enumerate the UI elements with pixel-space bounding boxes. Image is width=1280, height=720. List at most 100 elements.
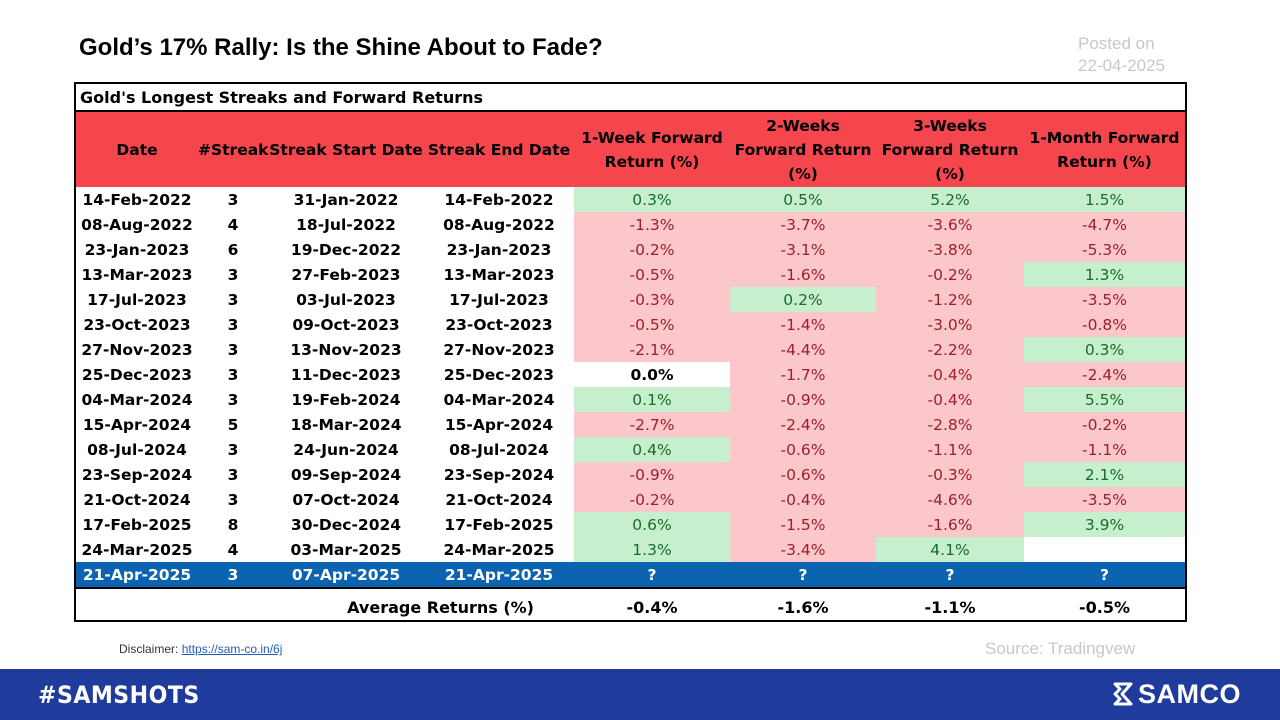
column-header: 3-Weeks Forward Return (%) bbox=[876, 111, 1024, 187]
table-cell: 31-Jan-2022 bbox=[293, 190, 399, 209]
column-header: #Streak bbox=[198, 111, 268, 187]
table-cell: -4.4% bbox=[730, 337, 876, 362]
table-cell: -1.4% bbox=[730, 312, 876, 337]
table-cell: 3.9% bbox=[1024, 512, 1186, 537]
page-title: Gold’s 17% Rally: Is the Shine About to … bbox=[79, 34, 603, 61]
table-cell: 08-Aug-2022 bbox=[443, 215, 555, 234]
table-cell: -2.4% bbox=[730, 412, 876, 437]
average-label: Average Returns (%) bbox=[76, 587, 574, 625]
column-header: 2-Weeks Forward Return (%) bbox=[730, 111, 876, 187]
table-row: 14-Feb-2022 3 31-Jan-2022 14-Feb-2022 0.3% 0.… bbox=[76, 187, 1186, 212]
table-row: 17-Jul-2023 3 03-Jul-2023 17-Jul-2023 -0.3% 0… bbox=[76, 287, 1186, 312]
table-cell: 0.0% bbox=[574, 362, 730, 387]
table-cell: 2.1% bbox=[1024, 462, 1186, 487]
table-cell: 24-Jun-2024 bbox=[293, 440, 399, 459]
hashtag: #SAMSHOTS bbox=[38, 681, 200, 709]
average-value: -1.6% bbox=[730, 587, 876, 625]
table-cell: 3 bbox=[227, 365, 239, 384]
column-header: Streak End Date bbox=[424, 111, 574, 187]
table-cell: 13-Nov-2023 bbox=[290, 340, 402, 359]
table-cell: 3 bbox=[198, 562, 268, 588]
table-cell: -1.7% bbox=[730, 362, 876, 387]
disclaimer-link[interactable]: https://sam-co.in/6j bbox=[181, 642, 283, 656]
table-cell: 07-Apr-2025 bbox=[268, 562, 424, 588]
table-cell: 08-Jul-2024 bbox=[449, 440, 549, 459]
column-header: Date bbox=[76, 111, 198, 187]
table-cell: -2.1% bbox=[574, 337, 730, 362]
table-cell: 23-Sep-2024 bbox=[81, 465, 193, 484]
table-cell: 24-Mar-2025 bbox=[81, 540, 193, 559]
table-row: 23-Oct-2023 3 09-Oct-2023 23-Oct-2023 -0.5% -… bbox=[76, 312, 1186, 337]
table-cell: ? bbox=[1024, 562, 1186, 588]
table-row: 24-Mar-2025 4 03-Mar-2025 24-Mar-2025 1.3% -3… bbox=[76, 537, 1186, 562]
table-cell: 15-Apr-2024 bbox=[82, 415, 192, 434]
table-cell: ? bbox=[574, 562, 730, 588]
table-cell: 04-Mar-2024 bbox=[81, 390, 193, 409]
table-cell: 13-Mar-2023 bbox=[443, 265, 555, 284]
table-cell: 0.5% bbox=[730, 187, 876, 212]
table-row: 13-Mar-2023 3 27-Feb-2023 13-Mar-2023 -0.5% -… bbox=[76, 262, 1186, 287]
table-cell: -3.1% bbox=[730, 237, 876, 262]
table-cell: 21-Apr-2025 bbox=[76, 562, 198, 588]
footer-banner: #SAMSHOTS SAMCO bbox=[0, 669, 1280, 720]
average-value: -1.1% bbox=[876, 587, 1024, 625]
table-cell: -2.7% bbox=[574, 412, 730, 437]
posted-label: Posted on bbox=[1078, 34, 1155, 53]
table-cell: 3 bbox=[227, 340, 239, 359]
table-cell: -0.5% bbox=[574, 312, 730, 337]
streaks-table-container: Gold's Longest Streaks and Forward Retur… bbox=[74, 82, 1187, 625]
brand-name: SAMCO bbox=[1138, 678, 1241, 709]
table-cell: 0.1% bbox=[574, 387, 730, 412]
table-cell: 17-Jul-2023 bbox=[449, 290, 549, 309]
table-cell: -2.2% bbox=[876, 337, 1024, 362]
table-cell: 0.3% bbox=[1024, 337, 1186, 362]
brand-logo: SAMCO bbox=[1112, 679, 1241, 709]
table-cell: 19-Feb-2024 bbox=[291, 390, 401, 409]
table-cell: 4 bbox=[227, 215, 239, 234]
table-cell: 03-Mar-2025 bbox=[290, 540, 402, 559]
table-cell: -4.6% bbox=[876, 487, 1024, 512]
table-cell: 21-Apr-2025 bbox=[424, 562, 574, 588]
table-cell: -0.4% bbox=[876, 362, 1024, 387]
streaks-table: Gold's Longest Streaks and Forward Retur… bbox=[76, 84, 1186, 625]
table-cell: 07-Oct-2024 bbox=[292, 490, 400, 509]
posted-date: 22-04-2025 bbox=[1078, 56, 1165, 75]
table-cell: 08-Aug-2022 bbox=[81, 215, 193, 234]
table-cell: 5.5% bbox=[1024, 387, 1186, 412]
table-cell: 0.3% bbox=[574, 187, 730, 212]
table-cell: 3 bbox=[227, 490, 239, 509]
average-value: -0.5% bbox=[1024, 587, 1186, 625]
table-cell: -0.9% bbox=[574, 462, 730, 487]
table-row: 23-Jan-2023 6 19-Dec-2022 23-Jan-2023 -0.2% -… bbox=[76, 237, 1186, 262]
table-cell: 27-Nov-2023 bbox=[81, 340, 193, 359]
table-cell: 1.3% bbox=[1024, 262, 1186, 287]
column-header: 1-Week Forward Return (%) bbox=[574, 111, 730, 187]
table-cell: -2.4% bbox=[1024, 362, 1186, 387]
table-row: 23-Sep-2024 3 09-Sep-2024 23-Sep-2024 -0.9% -… bbox=[76, 462, 1186, 487]
table-row: 08-Aug-2022 4 18-Jul-2022 08-Aug-2022 -1.3% -… bbox=[76, 212, 1186, 237]
table-row: 21-Oct-2024 3 07-Oct-2024 21-Oct-2024 -0.2% -… bbox=[76, 487, 1186, 512]
table-cell: 13-Mar-2023 bbox=[81, 265, 193, 284]
disclaimer: Disclaimer: https://sam-co.in/6j bbox=[119, 642, 282, 656]
table-cell: 24-Mar-2025 bbox=[443, 540, 555, 559]
table-cell: -1.1% bbox=[876, 437, 1024, 462]
table-cell: -0.9% bbox=[730, 387, 876, 412]
table-cell: ? bbox=[876, 562, 1024, 588]
table-cell: 21-Oct-2024 bbox=[83, 490, 191, 509]
table-row: 15-Apr-2024 5 18-Mar-2024 15-Apr-2024 -2.7% -… bbox=[76, 412, 1186, 437]
table-cell: 14-Feb-2022 bbox=[82, 190, 192, 209]
table-cell: 4.1% bbox=[876, 537, 1024, 562]
table-cell: -4.7% bbox=[1024, 212, 1186, 237]
column-header: Streak Start Date bbox=[268, 111, 424, 187]
table-cell: -3.8% bbox=[876, 237, 1024, 262]
table-cell: 27-Nov-2023 bbox=[443, 340, 555, 359]
table-cell: 18-Jul-2022 bbox=[296, 215, 396, 234]
table-cell: -0.5% bbox=[574, 262, 730, 287]
posted-info: Posted on 22-04-2025 bbox=[1078, 33, 1165, 77]
table-cell: -3.0% bbox=[876, 312, 1024, 337]
table-cell: -0.2% bbox=[876, 262, 1024, 287]
table-cell: -0.2% bbox=[574, 487, 730, 512]
table-cell: -0.2% bbox=[1024, 412, 1186, 437]
table-cell: 04-Mar-2024 bbox=[443, 390, 555, 409]
table-cell: 3 bbox=[227, 315, 239, 334]
